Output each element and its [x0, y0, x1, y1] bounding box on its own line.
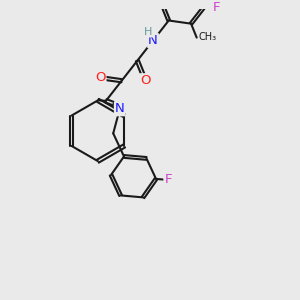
Text: H: H — [144, 27, 152, 37]
Text: CH₃: CH₃ — [198, 32, 216, 42]
Text: N: N — [115, 102, 125, 115]
Text: O: O — [140, 74, 151, 87]
Text: F: F — [213, 1, 221, 14]
Text: O: O — [95, 71, 106, 84]
Text: F: F — [164, 173, 172, 186]
Text: N: N — [148, 34, 158, 47]
